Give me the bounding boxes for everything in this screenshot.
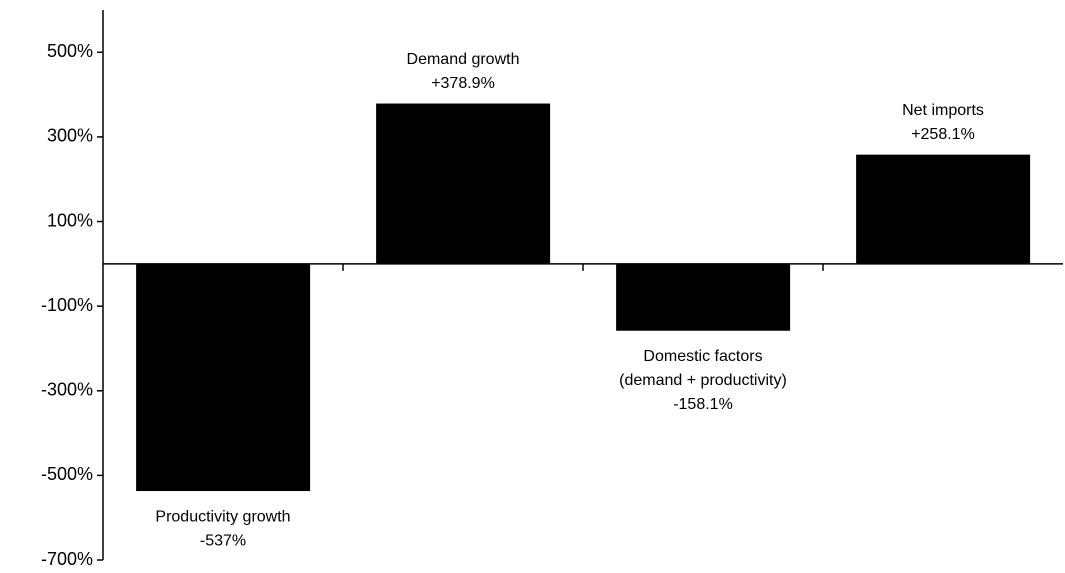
category-label: Demand growth (407, 51, 520, 68)
value-label: +258.1% (911, 126, 975, 143)
bar (376, 103, 551, 264)
value-label: +378.9% (431, 75, 495, 92)
category-label: Net imports (902, 102, 984, 119)
y-tick-label: 300% (47, 126, 93, 146)
bar (856, 154, 1031, 264)
category-label: (demand + productivity) (619, 372, 787, 389)
bar (616, 263, 791, 331)
bar (136, 263, 311, 492)
y-tick-label: -300% (41, 380, 93, 400)
value-label: -537% (200, 532, 246, 549)
y-tick-label: -500% (41, 464, 93, 484)
value-label: -158.1% (673, 396, 733, 413)
category-label: Domestic factors (643, 348, 762, 365)
y-tick-label: -100% (41, 295, 93, 315)
y-tick-label: -700% (41, 549, 93, 569)
y-tick-label: 500% (47, 41, 93, 61)
category-label: Productivity growth (155, 508, 290, 525)
y-tick-label: 100% (47, 210, 93, 230)
